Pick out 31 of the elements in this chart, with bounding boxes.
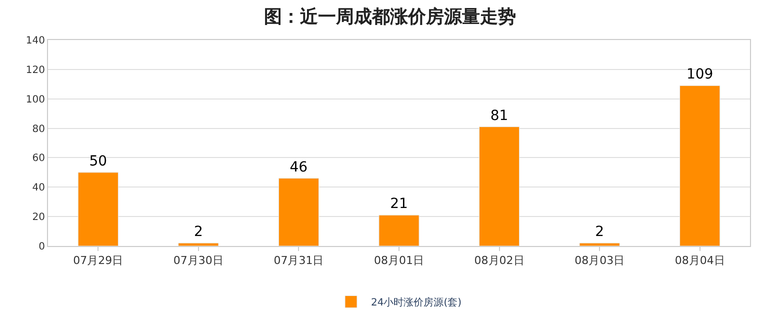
y-tick-label: 0 xyxy=(38,242,45,252)
y-tick-label: 20 xyxy=(32,212,45,224)
bar xyxy=(178,242,219,246)
x-tick-label: 07月29日 xyxy=(73,254,124,268)
bar xyxy=(478,126,520,246)
bar xyxy=(378,214,420,246)
y-tick-label: 80 xyxy=(32,124,45,135)
bar xyxy=(680,85,720,246)
y-tick-label: 60 xyxy=(32,153,45,164)
data-label: 109 xyxy=(686,66,714,83)
x-tick-label: 08月02日 xyxy=(474,254,524,268)
x-tick-label: 07月31日 xyxy=(274,254,324,268)
bar xyxy=(579,242,620,246)
bar xyxy=(78,172,118,246)
data-label: 2 xyxy=(194,224,203,240)
bar xyxy=(278,178,320,246)
y-tick-label: 140 xyxy=(26,36,45,46)
legend-label: 24小时涨价房源(套) xyxy=(371,296,462,309)
data-label: 50 xyxy=(89,153,108,170)
data-label: 81 xyxy=(490,108,508,124)
y-tick-label: 120 xyxy=(26,64,45,76)
y-tick-label: 40 xyxy=(32,182,45,194)
data-label: 46 xyxy=(290,159,308,176)
x-tick-label: 08月01日 xyxy=(374,254,424,268)
data-label: 2 xyxy=(595,224,604,240)
x-tick-label: 08月03日 xyxy=(574,254,625,268)
y-tick-label: 100 xyxy=(26,94,45,106)
x-tick-label: 08月04日 xyxy=(674,254,725,268)
chart-title: 图：近一周成都涨价房源量走势 xyxy=(264,6,516,28)
x-tick-label: 07月30日 xyxy=(173,254,224,268)
data-label: 21 xyxy=(390,196,408,212)
